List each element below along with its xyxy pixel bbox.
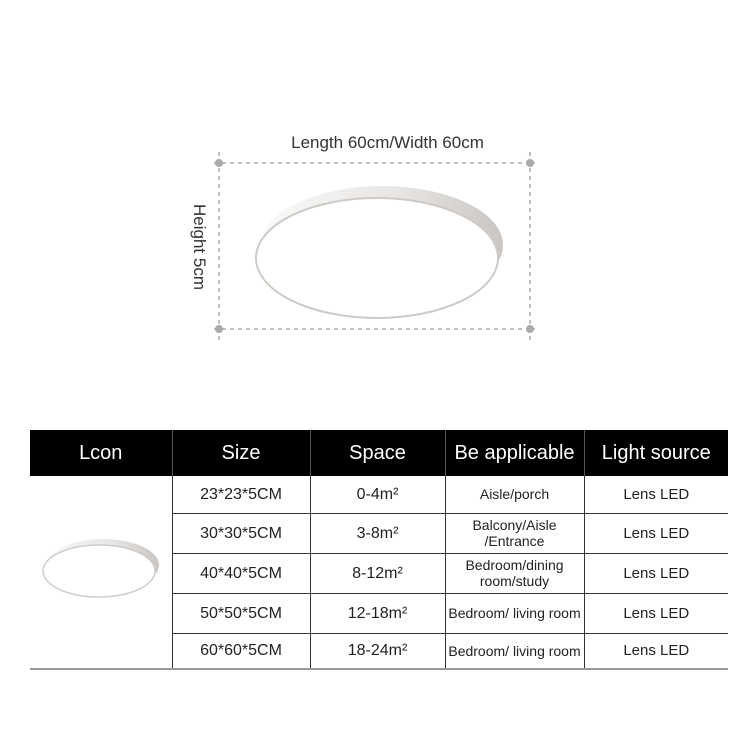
ceiling-lamp-image (255, 186, 503, 319)
lamp-icon-cell (30, 476, 172, 670)
table-row: 40*40*5CM 8-12m² Bedroom/dining room/stu… (30, 553, 728, 594)
applicable-cell: Bedroom/ living room (444, 593, 584, 634)
size-cell: 40*40*5CM (171, 553, 310, 594)
table-header: Lcon Size Space Be applicable Light sour… (30, 430, 728, 476)
size-cell: 50*50*5CM (171, 593, 310, 634)
light-source-cell: Lens LED (583, 513, 728, 554)
size-cell: 60*60*5CM (171, 633, 310, 670)
size-cell: 30*30*5CM (171, 513, 310, 554)
light-source-cell: Lens LED (583, 553, 728, 594)
light-source-cell: Lens LED (583, 476, 728, 514)
header-light-source: Light source (583, 430, 728, 476)
spec-table: Lcon Size Space Be applicable Light sour… (30, 430, 728, 670)
header-space: Space (309, 430, 445, 476)
height-label: Height 5cm (190, 204, 209, 290)
space-cell: 8-12m² (309, 553, 445, 594)
corner-dots (215, 159, 534, 333)
applicable-cell: Aisle/porch (444, 476, 584, 514)
space-cell: 0-4m² (309, 476, 445, 514)
space-cell: 3-8m² (309, 513, 445, 554)
width-label: Length 60cm/Width 60cm (291, 133, 484, 152)
header-icon: Lcon (30, 430, 172, 476)
applicable-cell: Bedroom/dining room/study (444, 553, 584, 594)
table-row: 60*60*5CM 18-24m² Bedroom/ living room L… (30, 633, 728, 670)
applicable-cell: Balcony/Aisle /Entrance (444, 513, 584, 554)
applicable-cell: Bedroom/ living room (444, 633, 584, 670)
table-row: 50*50*5CM 12-18m² Bedroom/ living room L… (30, 593, 728, 634)
table-row: 30*30*5CM 3-8m² Balcony/Aisle /Entrance … (30, 513, 728, 554)
dimension-lines (214, 152, 535, 340)
header-size: Size (171, 430, 310, 476)
header-applicable: Be applicable (444, 430, 584, 476)
dimension-diagram (214, 152, 535, 340)
table-row: 23*23*5CM 0-4m² Aisle/porch Lens LED (30, 476, 728, 670)
space-cell: 18-24m² (309, 633, 445, 670)
size-cell: 23*23*5CM (171, 476, 310, 514)
ceiling-lamp-icon (42, 539, 159, 598)
light-source-cell: Lens LED (583, 593, 728, 634)
space-cell: 12-18m² (309, 593, 445, 634)
light-source-cell: Lens LED (583, 633, 728, 670)
